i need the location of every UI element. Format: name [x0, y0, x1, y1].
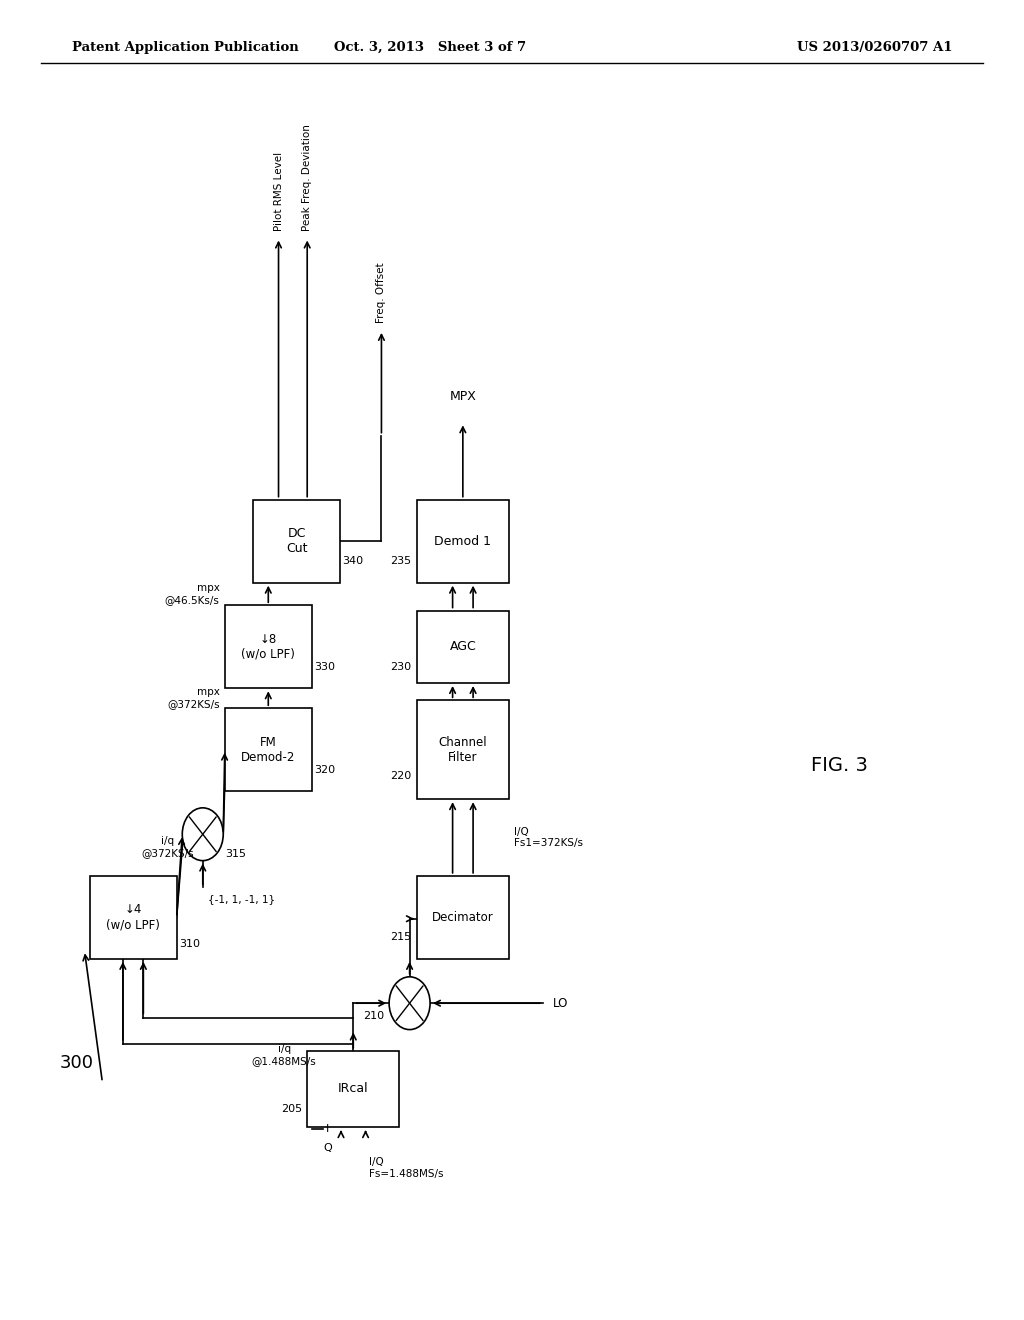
- Text: i/q
@1.488MS/s: i/q @1.488MS/s: [252, 1044, 316, 1065]
- Text: FIG. 3: FIG. 3: [811, 756, 868, 775]
- Text: Peak Freq. Deviation: Peak Freq. Deviation: [302, 124, 312, 231]
- Text: LO: LO: [553, 997, 568, 1010]
- Text: 210: 210: [362, 1011, 384, 1022]
- Text: Oct. 3, 2013   Sheet 3 of 7: Oct. 3, 2013 Sheet 3 of 7: [334, 41, 526, 54]
- Text: mpx
@372KS/s: mpx @372KS/s: [167, 688, 219, 709]
- Text: {-1, 1, -1, 1}: {-1, 1, -1, 1}: [208, 894, 275, 904]
- Text: 330: 330: [313, 661, 335, 672]
- Text: I/Q
Fs=1.488MS/s: I/Q Fs=1.488MS/s: [369, 1158, 443, 1179]
- Text: Decimator: Decimator: [432, 911, 494, 924]
- Text: 300: 300: [59, 1053, 94, 1072]
- Text: 315: 315: [225, 849, 247, 859]
- FancyBboxPatch shape: [253, 500, 340, 583]
- Text: Pilot RMS Level: Pilot RMS Level: [273, 152, 284, 231]
- Text: 215: 215: [390, 932, 412, 942]
- Text: 205: 205: [281, 1104, 302, 1114]
- Text: ↓8
(w/o LPF): ↓8 (w/o LPF): [242, 632, 295, 661]
- Text: 230: 230: [390, 661, 412, 672]
- Text: Channel
Filter: Channel Filter: [438, 735, 487, 764]
- Circle shape: [182, 808, 223, 861]
- Text: IRcal: IRcal: [338, 1082, 369, 1096]
- Text: I/Q
Fs1=372KS/s: I/Q Fs1=372KS/s: [514, 826, 583, 849]
- Text: i/q
@372KS/s: i/q @372KS/s: [141, 837, 195, 858]
- Text: Freq. Offset: Freq. Offset: [377, 263, 386, 323]
- Text: DC
Cut: DC Cut: [287, 527, 307, 556]
- Circle shape: [389, 977, 430, 1030]
- FancyBboxPatch shape: [417, 500, 509, 583]
- Text: US 2013/0260707 A1: US 2013/0260707 A1: [797, 41, 952, 54]
- Text: ↓4
(w/o LPF): ↓4 (w/o LPF): [106, 903, 160, 932]
- FancyBboxPatch shape: [225, 605, 311, 689]
- Text: MPX: MPX: [450, 389, 476, 403]
- Text: FM
Demod-2: FM Demod-2: [241, 735, 296, 764]
- FancyBboxPatch shape: [417, 876, 509, 958]
- Text: Q: Q: [324, 1143, 332, 1154]
- Text: AGC: AGC: [450, 640, 476, 653]
- Text: Demod 1: Demod 1: [434, 535, 492, 548]
- Text: Patent Application Publication: Patent Application Publication: [72, 41, 298, 54]
- Text: 320: 320: [313, 764, 335, 775]
- Text: 235: 235: [390, 556, 412, 566]
- FancyBboxPatch shape: [307, 1051, 399, 1127]
- FancyBboxPatch shape: [90, 876, 176, 958]
- Text: 340: 340: [342, 556, 364, 566]
- Text: I: I: [326, 1123, 330, 1134]
- FancyBboxPatch shape: [417, 610, 509, 684]
- Text: mpx
@46.5Ks/s: mpx @46.5Ks/s: [165, 583, 219, 605]
- Text: 220: 220: [390, 771, 412, 781]
- FancyBboxPatch shape: [417, 700, 509, 799]
- Text: 310: 310: [179, 939, 200, 949]
- FancyBboxPatch shape: [225, 708, 311, 792]
